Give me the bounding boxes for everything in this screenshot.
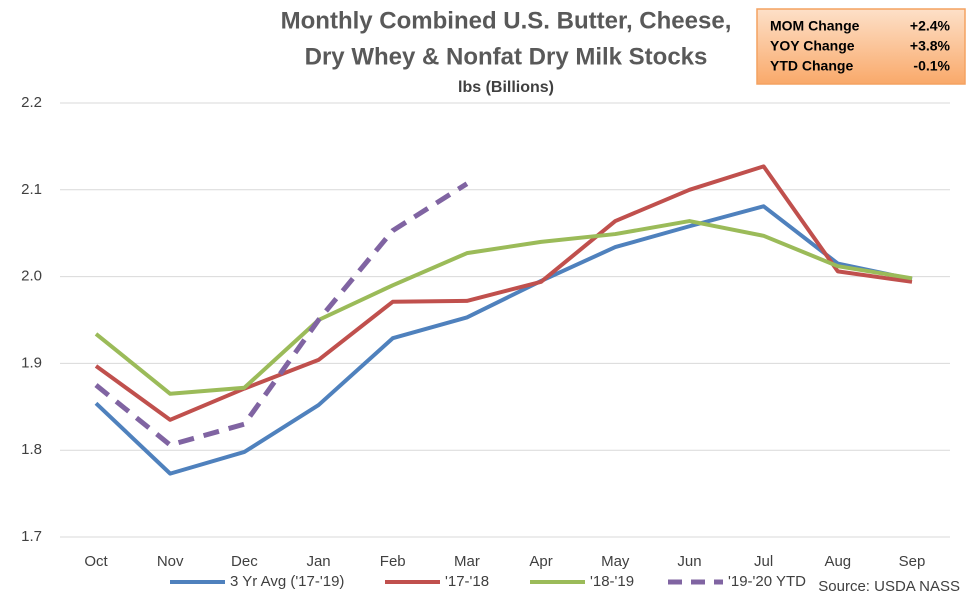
x-tick-label: Jul — [754, 553, 773, 570]
chart-title: Monthly Combined U.S. Butter, Cheese, — [281, 7, 732, 34]
info-box — [756, 8, 966, 85]
chart-subtitle: lbs (Billions) — [458, 79, 554, 96]
x-tick-label: Feb — [380, 553, 406, 570]
legend-label: '18-'19 — [590, 573, 634, 590]
x-tick-label: Oct — [84, 553, 108, 570]
series-line — [94, 164, 913, 422]
legend-label: 3 Yr Avg ('17-'19) — [230, 573, 344, 590]
series-line — [94, 204, 913, 476]
legend-label: '17-'18 — [445, 573, 489, 590]
info-value: -0.1% — [913, 58, 950, 74]
info-label: MOM Change — [770, 18, 860, 34]
y-tick-label: 2.2 — [21, 94, 42, 111]
x-tick-label: Apr — [529, 553, 552, 570]
x-tick-label: Sep — [899, 553, 926, 570]
x-tick-label: Aug — [824, 553, 851, 570]
info-value: +3.8% — [910, 38, 951, 54]
x-tick-label: May — [601, 553, 630, 570]
y-tick-label: 1.8 — [21, 441, 42, 458]
series-line — [94, 219, 913, 396]
info-label: YOY Change — [770, 38, 855, 54]
x-tick-label: Dec — [231, 553, 258, 570]
info-label: YTD Change — [770, 58, 853, 74]
x-tick-label: Jun — [677, 553, 701, 570]
y-tick-label: 2.1 — [21, 181, 42, 198]
series-line — [94, 181, 469, 448]
x-tick-label: Jan — [306, 553, 330, 570]
legend-label: '19-'20 YTD — [728, 573, 806, 590]
x-tick-label: Nov — [157, 553, 184, 570]
chart-title: Dry Whey & Nonfat Dry Milk Stocks — [305, 43, 708, 70]
info-value: +2.4% — [910, 18, 951, 34]
x-tick-label: Mar — [454, 553, 480, 570]
y-tick-label: 1.7 — [21, 528, 42, 545]
y-tick-label: 2.0 — [21, 268, 42, 285]
y-tick-label: 1.9 — [21, 354, 42, 371]
source: Source: USDA NASS — [818, 578, 960, 595]
